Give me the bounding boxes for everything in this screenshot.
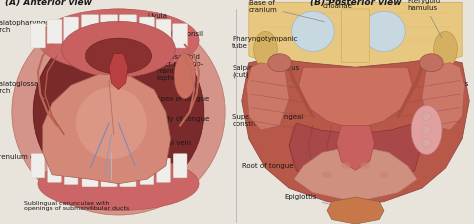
Ellipse shape: [33, 25, 204, 199]
Ellipse shape: [76, 87, 147, 159]
FancyBboxPatch shape: [30, 24, 46, 48]
Polygon shape: [249, 2, 462, 72]
Ellipse shape: [434, 31, 457, 67]
Ellipse shape: [341, 162, 351, 169]
Ellipse shape: [268, 54, 292, 72]
Text: Sublingual carunculae with
openings of submandibular ducts: Sublingual carunculae with openings of s…: [24, 190, 129, 211]
Ellipse shape: [422, 139, 431, 148]
FancyBboxPatch shape: [100, 15, 118, 39]
Ellipse shape: [322, 171, 332, 178]
Ellipse shape: [12, 9, 225, 215]
Text: Base of
cranium: Base of cranium: [249, 0, 324, 22]
Text: Pharyngotympanic
tube: Pharyngotympanic tube: [232, 36, 298, 60]
Ellipse shape: [363, 11, 405, 52]
Ellipse shape: [38, 9, 199, 72]
FancyBboxPatch shape: [120, 163, 136, 187]
Polygon shape: [43, 74, 171, 184]
Polygon shape: [422, 63, 465, 130]
FancyBboxPatch shape: [173, 154, 187, 178]
FancyBboxPatch shape: [341, 9, 370, 63]
FancyBboxPatch shape: [82, 15, 99, 39]
Text: Nasal
choanae: Nasal choanae: [322, 0, 356, 13]
FancyBboxPatch shape: [173, 24, 188, 48]
FancyBboxPatch shape: [82, 163, 98, 187]
Polygon shape: [289, 123, 422, 197]
Text: Body of tongue: Body of tongue: [145, 116, 210, 125]
Text: Root of tongue: Root of tongue: [242, 163, 319, 170]
FancyBboxPatch shape: [140, 160, 154, 185]
FancyBboxPatch shape: [139, 17, 155, 41]
Ellipse shape: [85, 38, 152, 74]
FancyBboxPatch shape: [119, 15, 137, 39]
FancyBboxPatch shape: [156, 158, 170, 182]
Text: Superior pharyngeal
constrictor: Superior pharyngeal constrictor: [232, 114, 303, 127]
Text: (B) Posterior view: (B) Posterior view: [310, 0, 401, 7]
FancyBboxPatch shape: [101, 163, 117, 187]
FancyBboxPatch shape: [47, 158, 62, 182]
Text: Uvula: Uvula: [120, 13, 167, 65]
Ellipse shape: [174, 54, 195, 99]
Text: Palatine tonsil: Palatine tonsil: [154, 31, 203, 60]
Text: Palatoglossal
arch: Palatoglossal arch: [0, 81, 45, 99]
FancyBboxPatch shape: [64, 17, 79, 41]
Ellipse shape: [422, 112, 431, 121]
FancyBboxPatch shape: [64, 160, 78, 185]
Text: Pterygoid
hamulus: Pterygoid hamulus: [408, 0, 442, 38]
Text: (A) Anterior view: (A) Anterior view: [5, 0, 92, 7]
Text: Epiglottis: Epiglottis: [284, 194, 353, 210]
Ellipse shape: [38, 157, 199, 211]
Polygon shape: [299, 67, 412, 130]
Text: Palatine
aponeurosis: Palatine aponeurosis: [427, 74, 469, 94]
Ellipse shape: [360, 162, 370, 169]
Text: Palatopharyngeal
arch: Palatopharyngeal arch: [0, 20, 56, 52]
Polygon shape: [294, 146, 417, 202]
Text: Palatine
tonsil: Palatine tonsil: [427, 110, 455, 132]
Text: Mucosal fold
over pterygо-
mandibular
raphe: Mucosal fold over pterygо- mandibular ra…: [156, 54, 204, 85]
Text: Salpingopharyngus
(cut): Salpingopharyngus (cut): [232, 65, 300, 84]
FancyBboxPatch shape: [31, 154, 45, 178]
Text: Frenulum of tongue: Frenulum of tongue: [0, 154, 68, 165]
Ellipse shape: [62, 21, 175, 77]
Polygon shape: [337, 125, 374, 170]
Ellipse shape: [379, 171, 389, 178]
Ellipse shape: [422, 125, 431, 134]
FancyBboxPatch shape: [156, 19, 171, 43]
Ellipse shape: [292, 11, 334, 52]
Text: Deep lingual vein: Deep lingual vein: [126, 140, 191, 152]
Polygon shape: [327, 197, 384, 224]
FancyBboxPatch shape: [47, 19, 62, 43]
Ellipse shape: [419, 54, 443, 72]
Text: Apex of tongue: Apex of tongue: [152, 96, 210, 105]
Polygon shape: [242, 58, 469, 206]
Polygon shape: [109, 54, 128, 90]
Polygon shape: [246, 63, 289, 130]
Ellipse shape: [411, 105, 442, 155]
Ellipse shape: [254, 31, 277, 67]
